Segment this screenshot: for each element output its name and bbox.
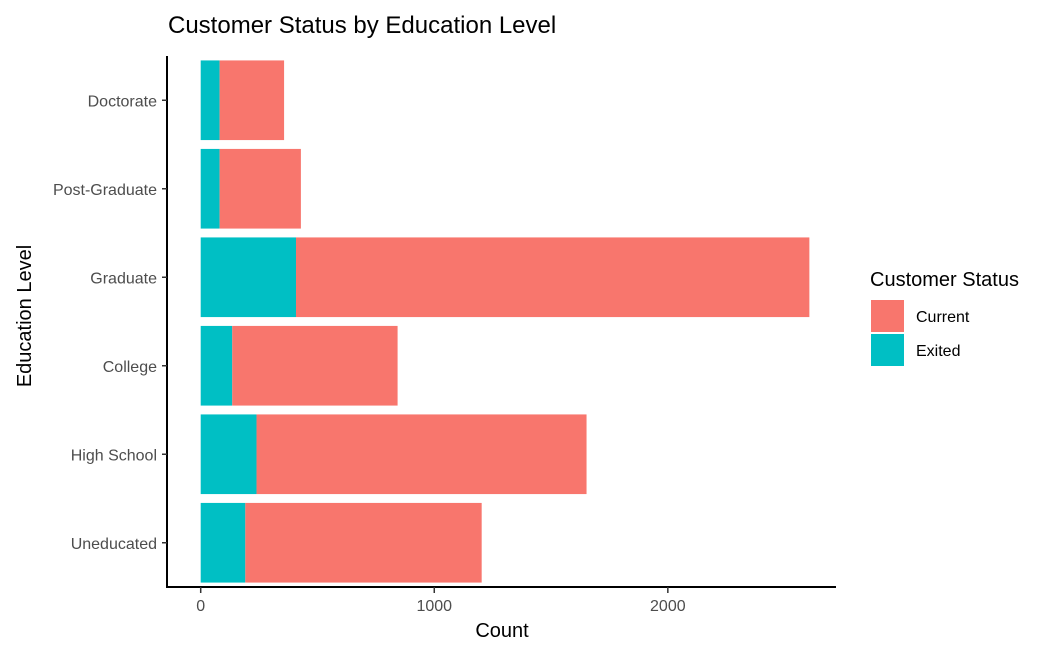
legend-label-exited: Exited <box>916 343 960 360</box>
bars-layer <box>200 60 810 583</box>
bar-college-current <box>232 325 398 406</box>
y-tick-label: College <box>103 359 157 376</box>
legend: Customer Status Current Exited <box>870 269 1019 366</box>
bar-uneducated-current <box>245 502 482 583</box>
y-tick-label: Post-Graduate <box>53 182 157 199</box>
y-ticks: Doctorate Post-Graduate Graduate College Hig… <box>53 93 167 553</box>
bar-doctorate-current <box>219 60 285 141</box>
legend-title: Customer Status <box>870 269 1019 291</box>
legend-label-current: Current <box>916 309 970 326</box>
y-tick-label: Doctorate <box>88 93 157 110</box>
x-ticks: 0 1000 2000 <box>196 587 686 615</box>
legend-swatch-current <box>871 300 904 332</box>
bar-uneducated-exited <box>200 502 246 583</box>
y-tick-label: Graduate <box>90 270 157 287</box>
y-tick-label: High School <box>71 447 157 464</box>
legend-swatch-exited <box>871 334 904 366</box>
bar-high-school-current <box>256 414 587 495</box>
bar-college-exited <box>200 325 233 406</box>
bar-graduate-exited <box>200 237 296 318</box>
x-tick-label: 0 <box>196 598 205 615</box>
x-tick-label: 1000 <box>416 598 452 615</box>
bar-doctorate-exited <box>200 60 220 141</box>
bar-post-graduate-current <box>219 148 301 229</box>
y-axis-title: Education Level <box>14 245 36 387</box>
bar-post-graduate-exited <box>200 148 220 229</box>
bar-graduate-current <box>295 237 810 318</box>
bar-high-school-exited <box>200 414 257 495</box>
chart-title: Customer Status by Education Level <box>168 12 556 39</box>
x-axis-title: Count <box>475 620 529 642</box>
x-tick-label: 2000 <box>650 598 686 615</box>
y-tick-label: Uneducated <box>71 536 157 553</box>
